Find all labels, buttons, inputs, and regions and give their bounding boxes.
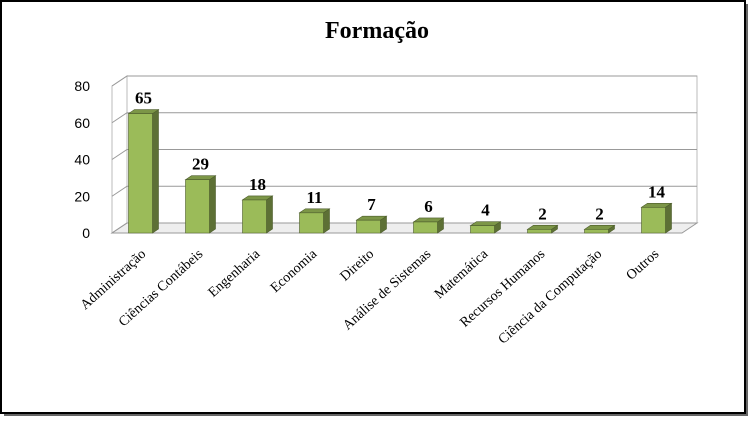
grid-line [111,185,697,197]
chart-title: Formação [325,18,429,44]
bar [241,195,274,234]
value-label: 7 [367,195,376,214]
value-label: 18 [249,175,266,194]
bar-face [209,175,216,234]
grid-line [111,75,697,87]
bar [640,202,673,234]
bar [298,208,331,234]
bar [184,175,217,234]
y-tick-label: 80 [74,78,90,94]
value-label: 2 [595,204,604,223]
bar-face [152,109,159,234]
value-label: 6 [424,197,433,216]
bar-face [356,219,381,234]
bar-face [266,195,273,234]
bar [412,217,445,234]
bar-face [128,113,153,234]
grid-line [111,112,697,124]
value-label: 29 [192,155,209,174]
value-label: 11 [306,188,322,207]
bar-face [470,225,495,234]
y-tick-label: 0 [82,225,90,241]
value-label: 2 [538,204,547,223]
bar-face [242,199,267,234]
grid-line [111,149,697,160]
bar [469,221,502,234]
value-label: 4 [481,201,490,220]
y-tick-label: 20 [74,188,90,204]
value-label: 14 [648,182,666,201]
bar-face [413,221,438,234]
grid-line [111,222,697,234]
bar-face [185,179,210,234]
value-label: 65 [135,89,152,108]
bar [355,215,388,234]
bar [583,224,616,234]
bar-face [299,212,324,234]
bar [526,224,559,234]
bar [127,109,160,234]
bar-face [584,229,609,234]
bar-face [641,206,666,234]
bar-face [665,202,672,234]
y-tick-label: 40 [74,152,90,168]
bar-face [527,229,552,234]
y-tick-label: 60 [74,115,90,131]
